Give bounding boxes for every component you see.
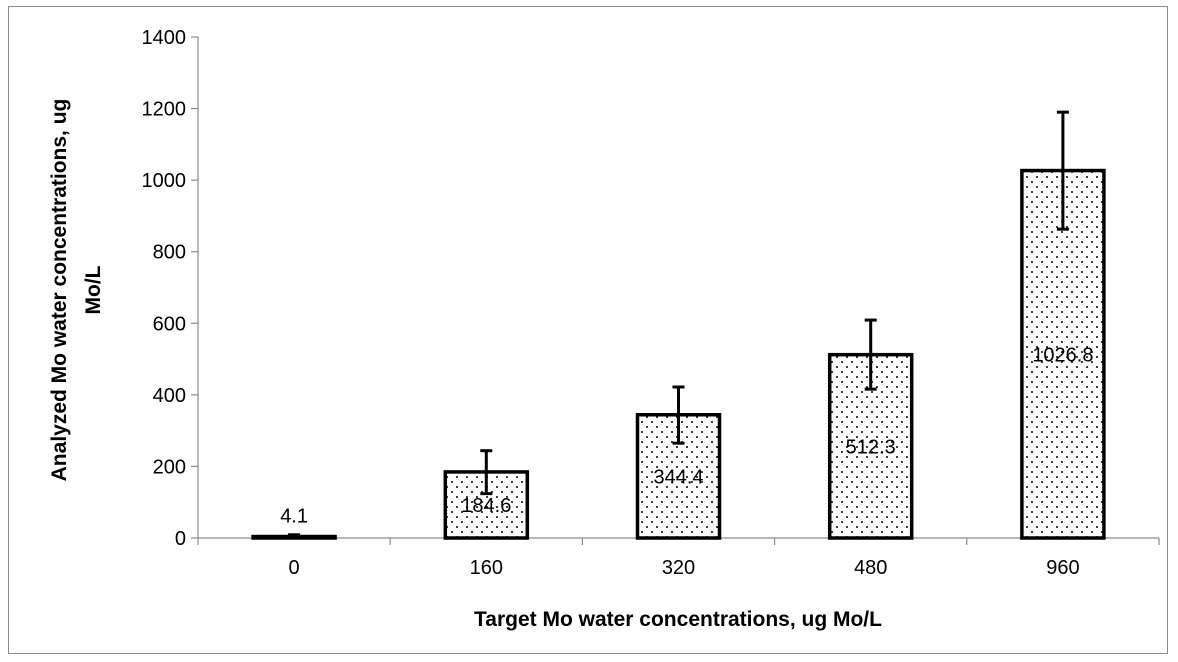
y-tick-label: 1200	[142, 99, 187, 121]
y-tick-label: 1000	[142, 170, 187, 192]
y-tick-label: 0	[175, 528, 186, 550]
x-tick-label: 480	[854, 557, 887, 579]
x-tick-label: 0	[289, 557, 300, 579]
y-tick-label: 600	[153, 313, 186, 335]
y-axis-title-line1: Analyzed Mo water concentrations, ug	[48, 99, 71, 482]
data-label: 4.1	[280, 506, 308, 528]
data-label: 512.3	[846, 436, 896, 458]
y-axis-title-line2: Mo/L	[82, 265, 105, 314]
y-tick-label: 400	[153, 385, 186, 407]
error-bars	[288, 110, 1069, 540]
y-tick-label: 800	[153, 242, 186, 264]
data-label: 344.4	[653, 466, 703, 488]
bar	[827, 352, 914, 540]
data-label: 184.6	[461, 495, 511, 517]
y-axis-title: Analyzed Mo water concentrations, ug Mo/…	[48, 99, 105, 482]
y-ticks: 0 200 400 600 800 1000 1200 1400	[142, 27, 198, 550]
x-ticks: 0 160 320 480 960	[197, 538, 1160, 579]
chart-frame	[8, 6, 1168, 654]
data-labels: 4.1 184.6 344.4 512.3 1026.8	[280, 344, 1093, 527]
x-tick-label: 320	[662, 557, 695, 579]
data-label: 1026.8	[1032, 344, 1093, 366]
x-tick-label: 960	[1046, 557, 1079, 579]
y-tick-label: 200	[153, 456, 186, 478]
x-axis-title: Target Mo water concentrations, ug Mo/L	[474, 608, 882, 631]
y-tick-label: 1400	[142, 27, 187, 49]
x-tick-label: 160	[470, 557, 503, 579]
